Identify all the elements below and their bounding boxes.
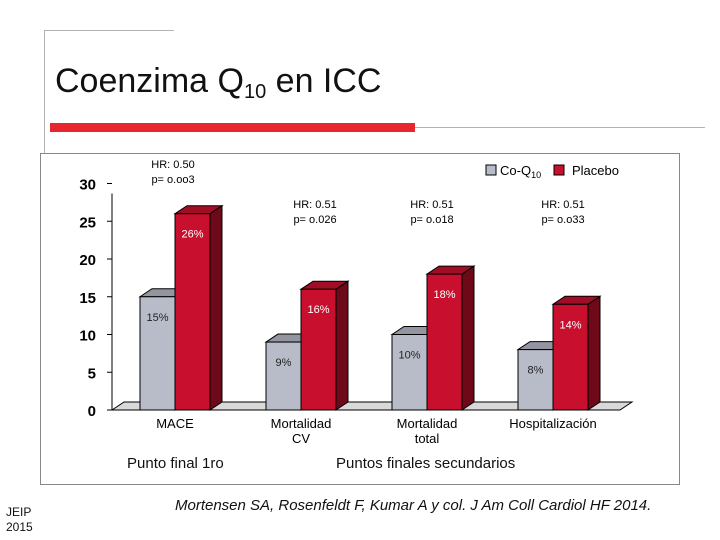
category-label: Mortalidad: [397, 416, 458, 431]
primary-endpoint-label: Punto final 1ro: [127, 455, 224, 472]
data-label: 26%: [181, 229, 203, 241]
y-tick-label: 20: [79, 252, 96, 269]
bar-placebo: [300, 288, 337, 411]
hr-annotation: p= o.026: [293, 214, 336, 226]
legend-swatch: [485, 164, 497, 176]
hr-annotation: HR: 0.50: [151, 159, 194, 171]
bar-side: [209, 204, 223, 411]
hr-annotation: p= o.o18: [410, 214, 453, 226]
hr-annotation: HR: 0.51: [293, 199, 336, 211]
data-label: 9%: [276, 357, 292, 369]
y-tick-label: 30: [79, 177, 96, 194]
category-label: CV: [292, 431, 310, 446]
y-tick-label: 15: [79, 290, 96, 307]
decorative-vertical-line: [44, 30, 45, 180]
bar-placebo: [174, 213, 211, 411]
footer-mark: JEIP 2015: [6, 505, 33, 535]
hr-annotation: HR: 0.51: [410, 199, 453, 211]
category-label: Mortalidad: [271, 416, 332, 431]
footer-line-2: 2015: [6, 520, 33, 534]
y-tick-label: 0: [88, 403, 96, 420]
bar-side: [461, 265, 475, 411]
footer-line-1: JEIP: [6, 505, 32, 519]
category-label: Hospitalización: [509, 416, 596, 431]
bar-side: [587, 295, 601, 411]
data-label: 8%: [528, 365, 544, 377]
title-underline-rule: [415, 127, 705, 128]
data-label: 18%: [433, 289, 455, 301]
legend-swatch: [553, 164, 565, 176]
hr-annotation: HR: 0.51: [541, 199, 584, 211]
y-tick-label: 10: [79, 328, 96, 345]
y-tick-label: 25: [79, 214, 96, 231]
title-underline-accent: [50, 123, 415, 132]
hr-annotation: p= o.oo3: [151, 174, 194, 186]
bar-coq10: [391, 334, 428, 411]
secondary-endpoints-label: Puntos finales secundarios: [336, 455, 516, 472]
bar-placebo: [552, 303, 589, 411]
bar-coq10: [265, 341, 302, 411]
bar-side: [335, 280, 349, 411]
legend-label: Placebo: [572, 163, 619, 178]
data-label: 10%: [398, 350, 420, 362]
bar-placebo: [426, 273, 463, 411]
data-label: 15%: [146, 312, 168, 324]
data-label: 16%: [307, 304, 329, 316]
legend-label: Co-Q10: [500, 163, 541, 180]
data-label: 14%: [559, 319, 581, 331]
bar-coq10: [517, 349, 554, 411]
decorative-horizontal-line: [44, 30, 174, 31]
y-tick-label: 5: [88, 365, 96, 382]
slide-title: Coenzima Q10 en ICC: [55, 62, 382, 103]
hr-annotation: p= o.o33: [541, 214, 584, 226]
category-label: MACE: [156, 416, 194, 431]
category-label: total: [415, 431, 440, 446]
bar-coq10: [139, 296, 176, 411]
citation: Mortensen SA, Rosenfeldt F, Kumar A y co…: [175, 497, 652, 514]
